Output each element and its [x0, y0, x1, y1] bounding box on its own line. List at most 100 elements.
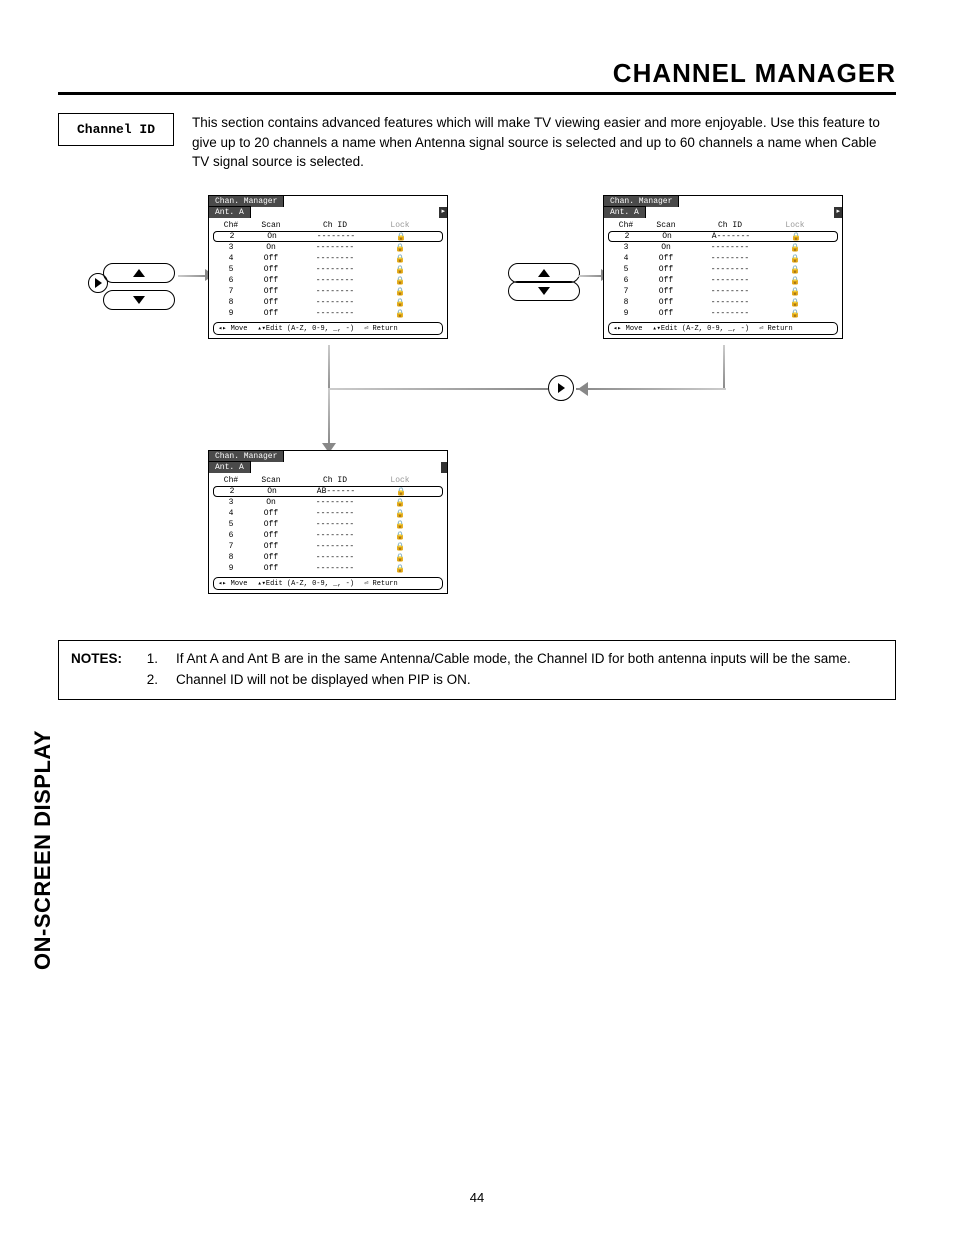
cell: Off [247, 520, 295, 529]
cell: 4 [215, 509, 247, 518]
footer-move: ◂▸ Move [218, 324, 247, 333]
table-row: 7Off--------🔒 [604, 286, 842, 297]
footer-edit: ▴▾Edit (A-Z, 0-9, _, -) [652, 324, 749, 333]
remote-down-button [103, 290, 175, 310]
cell: -------- [295, 287, 375, 296]
cell: 2 [216, 232, 248, 241]
lock-icon: 🔒 [375, 498, 425, 508]
table-header: Ch# Scan Ch ID Lock [209, 220, 447, 231]
cell: 9 [215, 564, 247, 573]
cell: 7 [215, 287, 247, 296]
cell: -------- [690, 287, 770, 296]
page-title: CHANNEL MANAGER [58, 58, 896, 89]
cell: Off [247, 542, 295, 551]
antenna-tab: Ant. A [603, 206, 646, 218]
table-row: 9Off--------🔒 [209, 308, 447, 319]
cell: 6 [215, 276, 247, 285]
cell: 3 [215, 498, 247, 507]
cell: Off [247, 287, 295, 296]
lock-icon: 🔒 [375, 553, 425, 563]
lock-icon: 🔒 [770, 254, 820, 264]
cell: -------- [295, 265, 375, 274]
table-row: 7Off--------🔒 [209, 286, 447, 297]
table-row: 4Off--------🔒 [209, 508, 447, 519]
table-header: Ch# Scan Ch ID Lock [209, 475, 447, 486]
lock-icon: 🔒 [375, 243, 425, 253]
panel-footer: ◂▸ Move ▴▾Edit (A-Z, 0-9, _, -) ⏎ Return [213, 577, 443, 590]
cell: -------- [295, 520, 375, 529]
cell: -------- [296, 232, 376, 241]
arrow-line [178, 275, 208, 277]
cell: -------- [690, 309, 770, 318]
tab-arrow-icon: ▸ [834, 207, 842, 218]
cell: On [643, 232, 691, 241]
cell: Off [247, 531, 295, 540]
table-row: 8Off--------🔒 [604, 297, 842, 308]
section-intro: Channel ID This section contains advance… [58, 113, 896, 172]
cell: 5 [215, 520, 247, 529]
table-row: 3On--------🔒 [209, 242, 447, 253]
table-row: 5Off--------🔒 [209, 264, 447, 275]
arrow-line [328, 388, 330, 446]
cell: Off [642, 265, 690, 274]
cell: -------- [690, 243, 770, 252]
table-row: 3On--------🔒 [604, 242, 842, 253]
cell: 5 [610, 265, 642, 274]
panel-footer: ◂▸ Move ▴▾Edit (A-Z, 0-9, _, -) ⏎ Return [608, 322, 838, 335]
footer-edit: ▴▾Edit (A-Z, 0-9, _, -) [257, 324, 354, 333]
footer-return: ⏎ Return [364, 324, 398, 333]
notes-label: NOTES: [71, 649, 122, 670]
lock-icon: 🔒 [375, 542, 425, 552]
diagram-area: Chan. Manager Ant. A ▸ Ch# Scan Ch ID Lo… [58, 195, 896, 615]
lock-icon: 🔒 [770, 298, 820, 308]
table-row: 8Off--------🔒 [209, 552, 447, 563]
cell: Off [247, 509, 295, 518]
arrow-line [328, 388, 548, 390]
table-row: 6Off--------🔒 [209, 275, 447, 286]
cell: 9 [610, 309, 642, 318]
cell: Off [247, 254, 295, 263]
cell: 5 [215, 265, 247, 274]
table-row: 2OnAB------🔒 [213, 486, 443, 497]
arrow-line [578, 275, 603, 277]
footer-edit: ▴▾Edit (A-Z, 0-9, _, -) [257, 579, 354, 588]
table-row: 5Off--------🔒 [604, 264, 842, 275]
cell: 7 [610, 287, 642, 296]
cell: Off [247, 309, 295, 318]
cell: 8 [610, 298, 642, 307]
lock-icon: 🔒 [375, 287, 425, 297]
col-header-scan: Scan [247, 476, 295, 485]
cell: 2 [216, 487, 248, 496]
cell: Off [247, 276, 295, 285]
lock-icon: 🔒 [375, 298, 425, 308]
cell: 7 [215, 542, 247, 551]
lock-icon: 🔒 [375, 309, 425, 319]
cell: A------- [691, 232, 771, 241]
cell: 4 [215, 254, 247, 263]
col-header-scan: Scan [642, 221, 690, 230]
cell: -------- [690, 265, 770, 274]
cell: -------- [295, 564, 375, 573]
note-text: If Ant A and Ant B are in the same Anten… [176, 649, 851, 670]
lock-icon: 🔒 [770, 309, 820, 319]
cell: -------- [295, 254, 375, 263]
table-row: 9Off--------🔒 [209, 563, 447, 574]
col-header-lock: Lock [375, 476, 425, 485]
tab-arrow-icon [441, 462, 447, 473]
cell: 3 [215, 243, 247, 252]
lock-icon: 🔒 [375, 531, 425, 541]
cell: -------- [295, 498, 375, 507]
cell: 8 [215, 298, 247, 307]
table-row: 5Off--------🔒 [209, 519, 447, 530]
footer-move: ◂▸ Move [613, 324, 642, 333]
note-text: Channel ID will not be displayed when PI… [176, 670, 471, 691]
lock-icon: 🔒 [375, 564, 425, 574]
remote-right-button [548, 375, 574, 401]
table-row: 7Off--------🔒 [209, 541, 447, 552]
cell: Off [247, 265, 295, 274]
cell: 6 [610, 276, 642, 285]
cell: Off [247, 564, 295, 573]
footer-move: ◂▸ Move [218, 579, 247, 588]
cell: 9 [215, 309, 247, 318]
page-number: 44 [0, 1190, 954, 1205]
